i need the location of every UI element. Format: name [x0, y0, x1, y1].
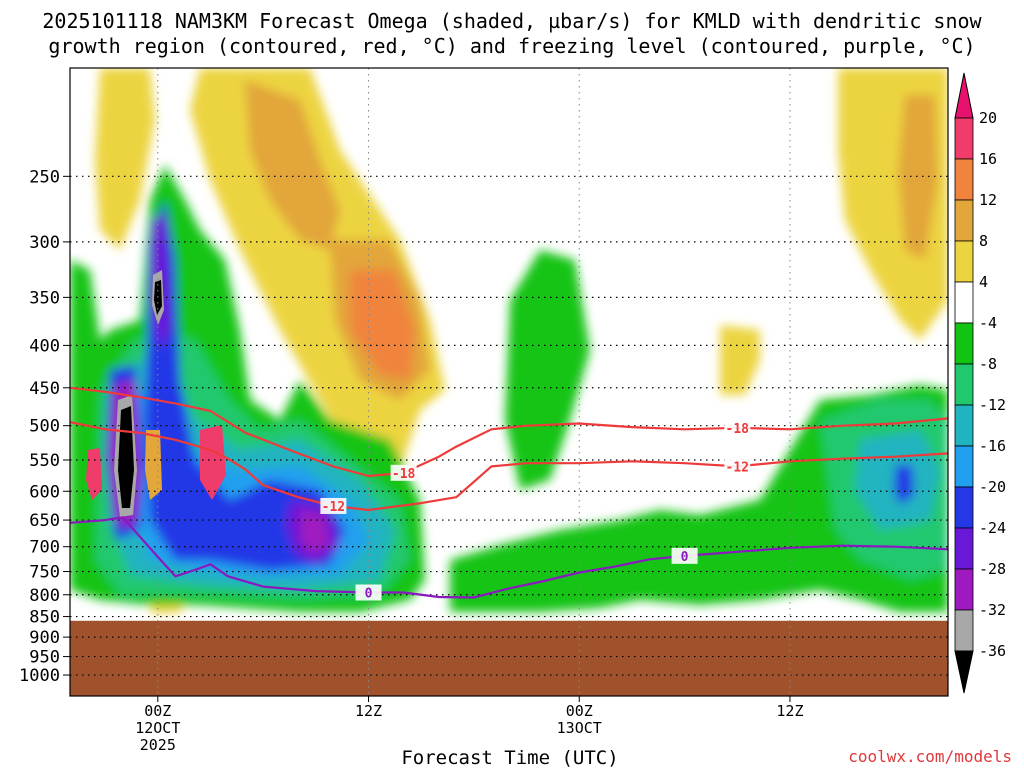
y-tick-label: 750 [29, 563, 60, 583]
y-tick-label: 550 [29, 451, 60, 471]
contour-line [70, 516, 948, 599]
colorbar-label: -28 [979, 560, 1006, 578]
x-tick-label: 00Z [144, 702, 171, 720]
contour-label-bg [671, 547, 698, 564]
colorbar-bin [954, 240, 974, 283]
omega-core-maximum [86, 448, 102, 500]
contour-label: -12 [726, 460, 749, 475]
y-tick-label: 650 [29, 511, 60, 531]
contour-label-bg [390, 464, 417, 481]
x-tick-label: 12Z [776, 702, 803, 720]
colorbar-bin [954, 363, 974, 406]
colorbar-bin [954, 404, 974, 447]
colorbar-min-arrow [954, 650, 974, 694]
contour-label-bg [724, 458, 751, 475]
colorbar-bin [954, 117, 974, 160]
colorbar-label: -8 [979, 355, 997, 373]
credit-text: coolwx.com/models [848, 747, 1012, 766]
omega-region-positive [720, 325, 760, 395]
omega-region-positive [350, 270, 415, 380]
y-tick-label: 500 [29, 417, 60, 437]
colorbar-label: 4 [979, 273, 988, 291]
contour-label-bg [355, 584, 382, 601]
y-tick-label: 850 [29, 608, 60, 628]
grid-layer [70, 68, 948, 696]
y-tick-label: 800 [29, 586, 60, 606]
contour-line [70, 386, 948, 478]
contour-label: 0 [365, 587, 373, 602]
colorbar-max-arrow [954, 72, 974, 119]
contour-label: -18 [726, 422, 750, 437]
y-tick-label: 950 [29, 648, 60, 668]
contour-layer: -18 -18 -12 -12 0 0 [70, 386, 948, 602]
omega-core-maximum [200, 425, 226, 500]
contour-label: -12 [322, 500, 345, 515]
x-tick-label: 13OCT [557, 719, 602, 737]
colorbar-label: -20 [979, 478, 1006, 496]
contour-label-bg [320, 497, 347, 514]
colorbar-bin [954, 445, 974, 488]
ground-layer [70, 620, 948, 696]
omega-region-negative [894, 465, 914, 505]
y-tick-label: 700 [29, 538, 60, 558]
colorbar-bin [954, 527, 974, 570]
ground-fill [70, 620, 948, 696]
y-tick-label: 1000 [19, 666, 60, 686]
colorbar-label: 8 [979, 232, 988, 250]
y-tick-label: 900 [29, 628, 60, 648]
y-tick-label: 300 [29, 233, 60, 253]
x-axis-label: Forecast Time (UTC) [401, 747, 618, 768]
plot-frame [69, 67, 949, 697]
colorbar-label: -32 [979, 601, 1006, 619]
colorbar-bin [954, 158, 974, 201]
colorbar-label: -16 [979, 437, 1006, 455]
chart-title-line-1: 2025101118 NAM3KM Forecast Omega (shaded… [42, 9, 982, 33]
colorbar-label: -24 [979, 519, 1006, 537]
omega-region-negative [145, 200, 345, 570]
chart-title-line-2: growth region (contoured, red, °C) and f… [48, 34, 975, 58]
colorbar: 20 16 12 8 4 -4 -8 -12 -16 -20 -24 -28 -32 -36 [954, 72, 1006, 694]
colorbar-bin [954, 281, 974, 324]
omega-region-positive [898, 95, 938, 260]
y-axis: 2503003504004505005506006507007508008509… [19, 167, 70, 686]
plot-area: -18 -18 -12 -12 0 0 [70, 68, 948, 696]
colorbar-label: -36 [979, 642, 1006, 660]
y-tick-label: 400 [29, 336, 60, 356]
colorbar-bin [954, 568, 974, 611]
y-tick-label: 250 [29, 167, 60, 187]
omega-region-positive [245, 80, 340, 250]
colorbar-label: 16 [979, 150, 997, 168]
colorbar-label: -4 [979, 314, 997, 332]
y-tick-label: 450 [29, 379, 60, 399]
omega-region-negative [505, 250, 590, 490]
omega-region-positive [95, 68, 155, 250]
y-tick-label: 600 [29, 482, 60, 502]
colorbar-bin [954, 322, 974, 365]
omega-region-negative [300, 510, 330, 555]
contour-line [70, 421, 948, 512]
colorbar-bin [954, 199, 974, 242]
x-tick-label: 00Z [566, 702, 593, 720]
colorbar-bin [954, 486, 974, 529]
colorbar-label: 12 [979, 191, 997, 209]
contour-label-bg [724, 419, 751, 436]
colorbar-bin [954, 609, 974, 652]
x-tick-label: 2025 [140, 736, 176, 754]
contour-label: 0 [681, 550, 689, 565]
y-tick-label: 350 [29, 288, 60, 308]
colorbar-label: 20 [979, 109, 997, 127]
colorbar-label: -12 [979, 396, 1006, 414]
x-tick-label: 12Z [355, 702, 382, 720]
contour-label: -18 [392, 467, 416, 482]
x-tick-label: 12OCT [135, 719, 180, 737]
